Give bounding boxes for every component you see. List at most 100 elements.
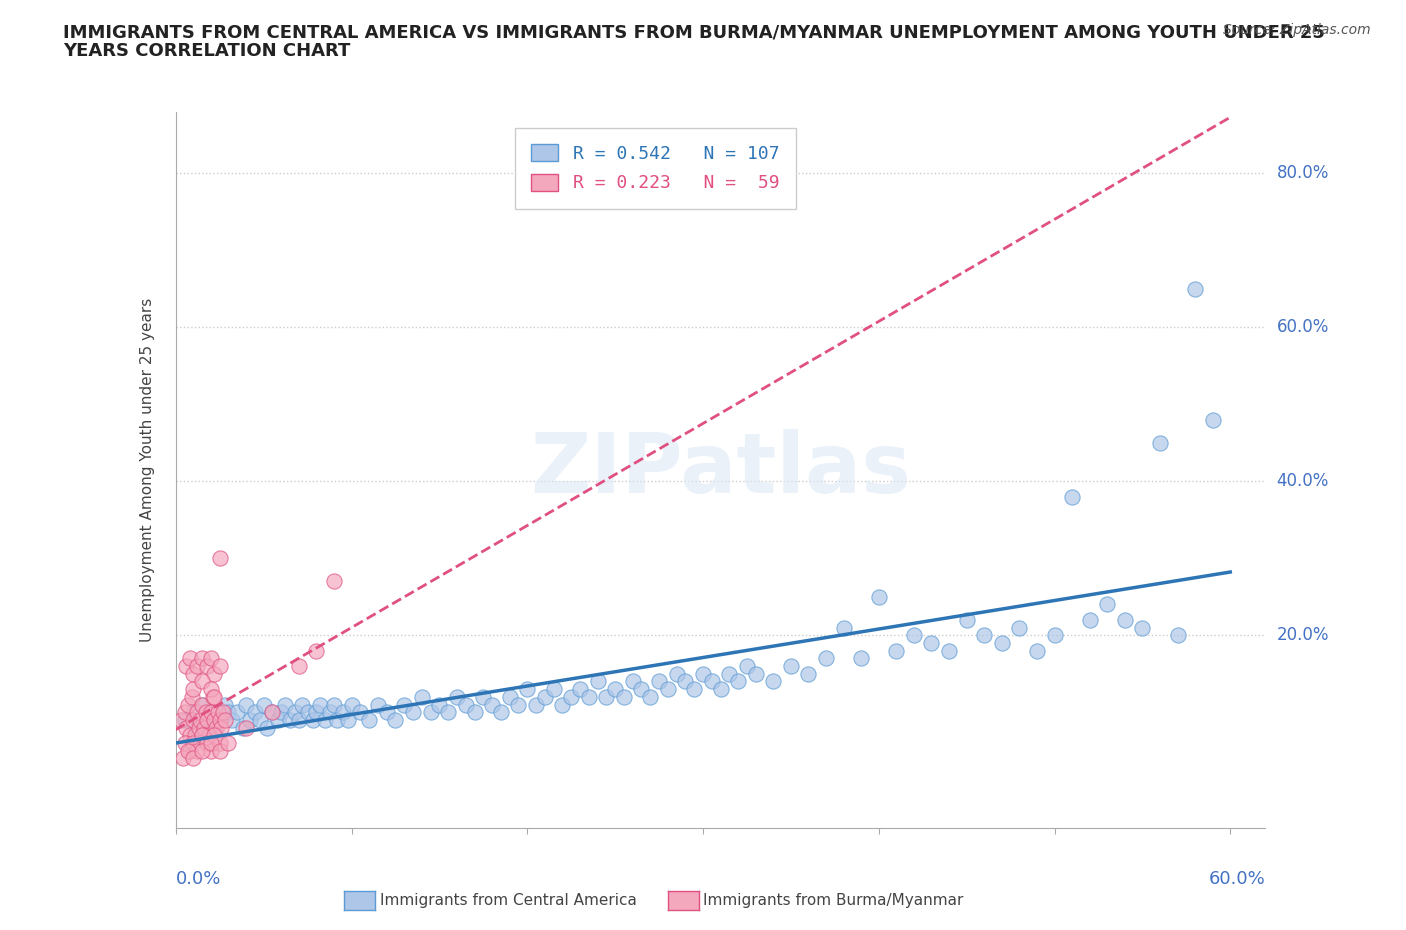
- Point: [657, 682, 679, 697]
- Point: [727, 674, 749, 689]
- Point: [200, 682, 222, 697]
- Point: [243, 705, 266, 720]
- Point: [191, 698, 214, 712]
- Point: [180, 689, 202, 704]
- Point: [239, 712, 262, 727]
- Point: [188, 712, 212, 727]
- Point: [183, 666, 205, 681]
- Point: [1062, 489, 1084, 504]
- Text: 40.0%: 40.0%: [1277, 472, 1329, 490]
- Point: [648, 674, 671, 689]
- Point: [1008, 620, 1031, 635]
- Point: [274, 698, 297, 712]
- Point: [195, 736, 219, 751]
- Point: [191, 728, 214, 743]
- Point: [195, 658, 219, 673]
- Point: [208, 743, 231, 758]
- Point: [973, 628, 995, 643]
- Point: [204, 689, 226, 704]
- Point: [195, 712, 219, 727]
- Point: [195, 712, 219, 727]
- Text: ZIPatlas: ZIPatlas: [530, 429, 911, 511]
- Point: [183, 751, 205, 765]
- Text: Immigrants from Central America: Immigrants from Central America: [380, 893, 637, 908]
- Point: [193, 720, 215, 735]
- Text: IMMIGRANTS FROM CENTRAL AMERICA VS IMMIGRANTS FROM BURMA/MYANMAR UNEMPLOYMENT AM: IMMIGRANTS FROM CENTRAL AMERICA VS IMMIG…: [63, 23, 1324, 41]
- Point: [194, 705, 217, 720]
- Point: [291, 698, 314, 712]
- Point: [534, 689, 557, 704]
- Point: [745, 666, 768, 681]
- Point: [349, 705, 371, 720]
- Text: 60.0%: 60.0%: [1209, 870, 1265, 887]
- Point: [191, 698, 214, 712]
- Point: [323, 698, 346, 712]
- Point: [508, 698, 530, 712]
- Point: [419, 705, 441, 720]
- Point: [262, 705, 284, 720]
- Point: [621, 674, 644, 689]
- Point: [692, 666, 714, 681]
- Point: [1026, 644, 1049, 658]
- Point: [253, 698, 276, 712]
- Point: [384, 712, 406, 727]
- Y-axis label: Unemployment Among Youth under 25 years: Unemployment Among Youth under 25 years: [141, 298, 155, 642]
- Point: [326, 712, 349, 727]
- Point: [543, 682, 565, 697]
- Point: [204, 728, 226, 743]
- Point: [1132, 620, 1154, 635]
- Point: [200, 736, 222, 751]
- Point: [489, 705, 512, 720]
- Point: [221, 712, 243, 727]
- Point: [208, 712, 231, 727]
- Point: [208, 712, 231, 727]
- Point: [849, 651, 872, 666]
- Point: [762, 674, 785, 689]
- Point: [700, 674, 723, 689]
- Point: [665, 666, 688, 681]
- Point: [186, 705, 208, 720]
- Point: [284, 705, 307, 720]
- Point: [551, 698, 574, 712]
- Point: [683, 682, 706, 697]
- Point: [938, 644, 960, 658]
- Point: [288, 658, 311, 673]
- Text: YEARS CORRELATION CHART: YEARS CORRELATION CHART: [63, 42, 350, 60]
- Point: [172, 751, 194, 765]
- Point: [186, 658, 208, 673]
- Point: [173, 705, 195, 720]
- Point: [797, 666, 820, 681]
- Point: [394, 698, 416, 712]
- Point: [217, 736, 239, 751]
- Point: [595, 689, 617, 704]
- Point: [191, 743, 214, 758]
- Point: [314, 712, 336, 727]
- Point: [868, 590, 890, 604]
- Point: [1149, 435, 1171, 450]
- Point: [1043, 628, 1066, 643]
- Text: 0.0%: 0.0%: [176, 870, 221, 887]
- Text: 20.0%: 20.0%: [1277, 626, 1329, 644]
- Point: [613, 689, 636, 704]
- Point: [956, 612, 979, 627]
- Point: [605, 682, 627, 697]
- Point: [214, 712, 236, 727]
- Point: [183, 682, 205, 697]
- Point: [446, 689, 468, 704]
- Point: [200, 651, 222, 666]
- Point: [481, 698, 503, 712]
- Point: [367, 698, 389, 712]
- Point: [675, 674, 697, 689]
- Point: [170, 712, 193, 727]
- Point: [402, 705, 425, 720]
- Point: [212, 705, 235, 720]
- Point: [499, 689, 522, 704]
- Point: [586, 674, 609, 689]
- Point: [516, 682, 538, 697]
- Point: [710, 682, 733, 697]
- Point: [204, 720, 226, 735]
- Point: [569, 682, 592, 697]
- Point: [174, 658, 197, 673]
- Point: [211, 720, 233, 735]
- Point: [208, 736, 231, 751]
